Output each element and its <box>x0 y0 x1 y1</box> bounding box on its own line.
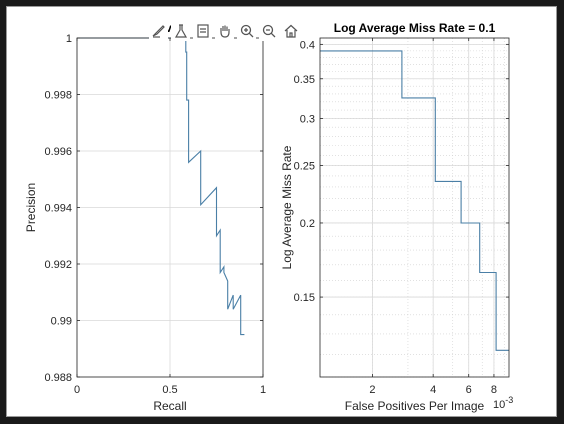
axes-box <box>319 37 510 378</box>
y-tick-label: 0.15 <box>294 292 315 304</box>
plot-area <box>320 38 509 377</box>
y-tick-label: 1 <box>66 33 72 45</box>
home-icon[interactable] <box>281 21 300 41</box>
y-tick-label: 0.25 <box>294 160 315 172</box>
chart-canvas: 0 0.5 10.9880.990.9920.9940.9960.9981AverR… <box>24 21 513 413</box>
brush-icon[interactable] <box>149 21 168 41</box>
x-axis-label: False Positives Per Image <box>345 399 485 413</box>
y-tick-label: 0.998 <box>44 90 72 102</box>
data-tip-icon[interactable] <box>193 21 212 41</box>
figure-window: 0 0.5 1 0.988 0.99 0.992 0.994 0.996 0.998 1 Aver R… <box>6 6 557 417</box>
y-tick-label: 0.994 <box>44 203 72 215</box>
zoom-out-icon[interactable] <box>259 21 278 41</box>
axes-1 <box>76 37 264 378</box>
x-exponent-label: 10-3 <box>493 395 513 411</box>
axes-toolbar <box>149 21 300 41</box>
x-tick-label: 0 <box>74 384 80 396</box>
x-tick-label: 6 <box>466 384 472 396</box>
x-tick-label: 8 <box>491 384 497 396</box>
y-tick-label: 0.4 <box>300 39 315 51</box>
flask-icon[interactable] <box>171 21 190 41</box>
x-tick-label: 4 <box>430 384 436 396</box>
chart-title: Log Average Miss Rate = 0.1 <box>334 21 496 35</box>
pan-hand-icon[interactable] <box>215 21 234 41</box>
y-tick-label: 0.3 <box>300 113 315 125</box>
x-tick-label: 2 <box>369 384 375 396</box>
x-tick-label: 1 <box>260 384 266 396</box>
y-tick-label: 0.2 <box>300 218 315 230</box>
y-tick-label: 0.988 <box>44 372 72 384</box>
y-tick-label: 0.992 <box>44 259 72 271</box>
y-tick-label: 0.99 <box>51 316 72 328</box>
y-axis-label: Precision <box>24 183 38 232</box>
y-axis-label: Log Average Miss Rate <box>280 145 294 269</box>
y-tick-label: 0.35 <box>294 74 315 86</box>
zoom-in-icon[interactable] <box>237 21 256 41</box>
x-tick-label: 0.5 <box>162 384 177 396</box>
x-axis-label: Recall <box>153 399 186 413</box>
series-line <box>77 37 245 336</box>
series-line <box>320 50 509 351</box>
axes-2 <box>319 37 510 378</box>
y-tick-label: 0.996 <box>44 146 72 158</box>
